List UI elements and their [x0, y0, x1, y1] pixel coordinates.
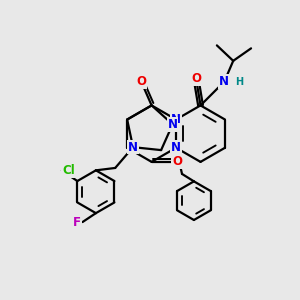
Text: N: N — [171, 141, 181, 154]
Text: N: N — [128, 141, 138, 154]
Text: F: F — [73, 216, 81, 229]
Text: N: N — [171, 113, 181, 126]
Text: Cl: Cl — [62, 164, 75, 177]
Text: O: O — [136, 75, 146, 88]
Text: N: N — [219, 75, 229, 88]
Text: H: H — [235, 76, 243, 87]
Text: O: O — [191, 72, 201, 85]
Text: O: O — [172, 155, 182, 168]
Text: N: N — [168, 118, 178, 131]
